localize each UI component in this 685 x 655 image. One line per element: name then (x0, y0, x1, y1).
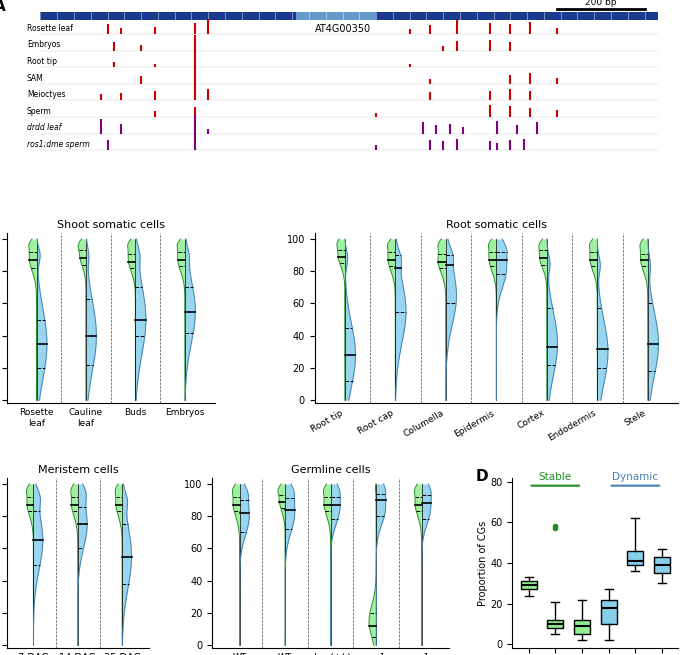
Bar (40, 12, 658, 20)
Text: ros1;dme sperm: ros1;dme sperm (27, 140, 90, 149)
Text: SAM: SAM (27, 73, 44, 83)
PathPatch shape (547, 620, 563, 628)
Text: 200 bp: 200 bp (585, 0, 616, 7)
Text: Stable: Stable (538, 472, 572, 481)
Text: AT4G00350: AT4G00350 (314, 24, 371, 34)
Y-axis label: Proportion of CGs: Proportion of CGs (477, 520, 488, 606)
Text: Embryos: Embryos (27, 41, 60, 49)
PathPatch shape (574, 620, 590, 634)
Title: Root somatic cells: Root somatic cells (446, 220, 547, 231)
PathPatch shape (627, 551, 643, 565)
PathPatch shape (601, 599, 616, 624)
Text: A: A (0, 0, 5, 14)
PathPatch shape (521, 581, 536, 590)
Text: D: D (476, 469, 488, 484)
Text: Meioctyes: Meioctyes (27, 90, 66, 99)
PathPatch shape (654, 557, 670, 573)
Text: Sperm: Sperm (27, 107, 52, 116)
Text: drdd leaf: drdd leaf (27, 123, 61, 132)
Text: Dynamic: Dynamic (612, 472, 658, 481)
Text: Root tip: Root tip (27, 57, 57, 66)
Title: Germline cells: Germline cells (291, 465, 371, 476)
Title: Shoot somatic cells: Shoot somatic cells (57, 220, 164, 231)
Title: Meristem cells: Meristem cells (38, 465, 118, 476)
Text: Rosette leaf: Rosette leaf (27, 24, 73, 33)
Bar (295, 12, 376, 20)
